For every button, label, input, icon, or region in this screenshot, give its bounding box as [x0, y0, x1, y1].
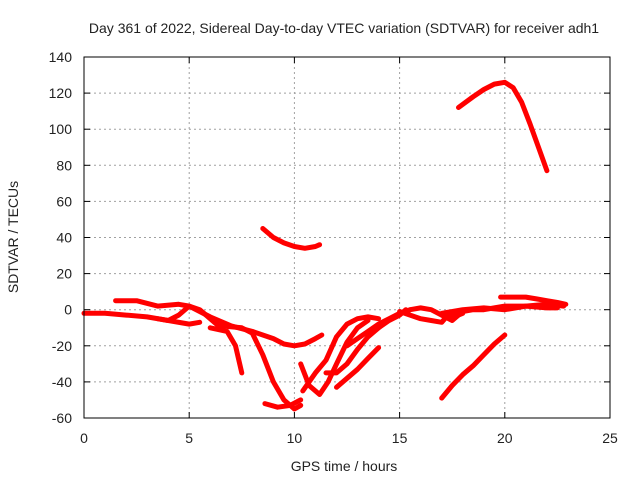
x-tick-label: 10 — [287, 430, 303, 446]
series-arc-1 — [81, 310, 203, 327]
x-tick-label: 25 — [602, 430, 618, 446]
plot-frame — [83, 56, 611, 419]
x-tick-label: 20 — [497, 430, 513, 446]
series-layer — [81, 79, 569, 412]
y-tick-labels: -60 -40 -20 0 20 40 60 80 100 120 140 — [49, 49, 73, 426]
y-tick-label: 0 — [64, 302, 72, 318]
y-tick-label: 140 — [49, 49, 73, 65]
series-arc-16 — [498, 294, 569, 307]
x-tick-labels: 0 5 10 15 20 25 — [80, 430, 618, 446]
series-arc-5 — [260, 226, 323, 251]
y-tick-label: -60 — [52, 410, 72, 426]
series-arc-18 — [456, 79, 550, 174]
y-tick-label: 80 — [56, 157, 72, 173]
series-arc-15 — [439, 303, 560, 316]
x-tick-label: 0 — [80, 430, 88, 446]
x-tick-label: 5 — [185, 430, 193, 446]
series-arc-11 — [334, 345, 382, 390]
series-arc-6 — [218, 323, 304, 412]
series-arc-7 — [262, 397, 304, 410]
y-axis-label: SDTVAR / TECUs — [5, 181, 21, 293]
series-arc-4 — [207, 325, 245, 376]
y-tick-label: 20 — [56, 266, 72, 282]
x-axis-label: GPS time / hours — [291, 458, 398, 474]
y-tick-label: 100 — [49, 121, 73, 137]
series-arc-3 — [155, 303, 224, 331]
y-tick-label: 40 — [56, 230, 72, 246]
chart-title: Day 361 of 2022, Sidereal Day-to-day VTE… — [89, 20, 599, 36]
series-arc-17 — [439, 332, 508, 401]
y-tick-label: -20 — [52, 338, 72, 354]
y-tick-label: -40 — [52, 374, 72, 390]
y-tick-label: 60 — [56, 193, 72, 209]
x-tick-label: 15 — [392, 430, 408, 446]
series-arc-9 — [300, 314, 382, 394]
grid — [84, 57, 610, 418]
y-tick-label: 120 — [49, 85, 73, 101]
